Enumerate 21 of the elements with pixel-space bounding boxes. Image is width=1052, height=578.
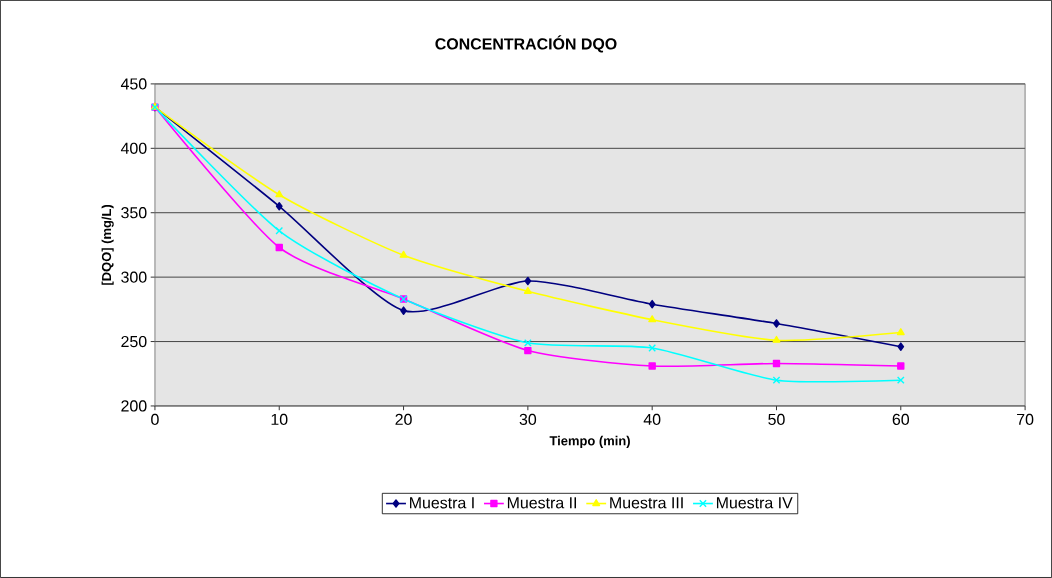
legend-label: Muestra II [507,497,576,509]
x-tick-label: 50 [768,413,785,426]
x-axis-title: Tiempo (min) [549,435,630,448]
x-tick-label: 20 [395,413,412,426]
x-tick-label: 0 [151,413,159,426]
y-tick-label: 350 [121,207,147,219]
x-tick-label: 40 [643,413,661,426]
y-tick-label: 200 [121,400,147,412]
y-tick-label: 400 [120,142,147,155]
legend-label: Muestra I [410,497,474,509]
y-tick-label: 450 [120,78,147,90]
y-tick-label: 250 [121,335,147,348]
x-tick-label: 30 [519,413,537,426]
y-axis-title: [DQO] (mg/L) [101,204,114,285]
legend-label: Muestra IV [716,497,793,509]
legend-label: Muestra III [610,497,683,509]
chart-title: CONCENTRACIÓN DQO [435,35,617,53]
y-tick-label: 300 [121,271,147,283]
x-tick-label: 10 [271,413,288,426]
x-tick-label: 70 [1017,413,1034,426]
x-tick-label: 60 [892,413,910,426]
